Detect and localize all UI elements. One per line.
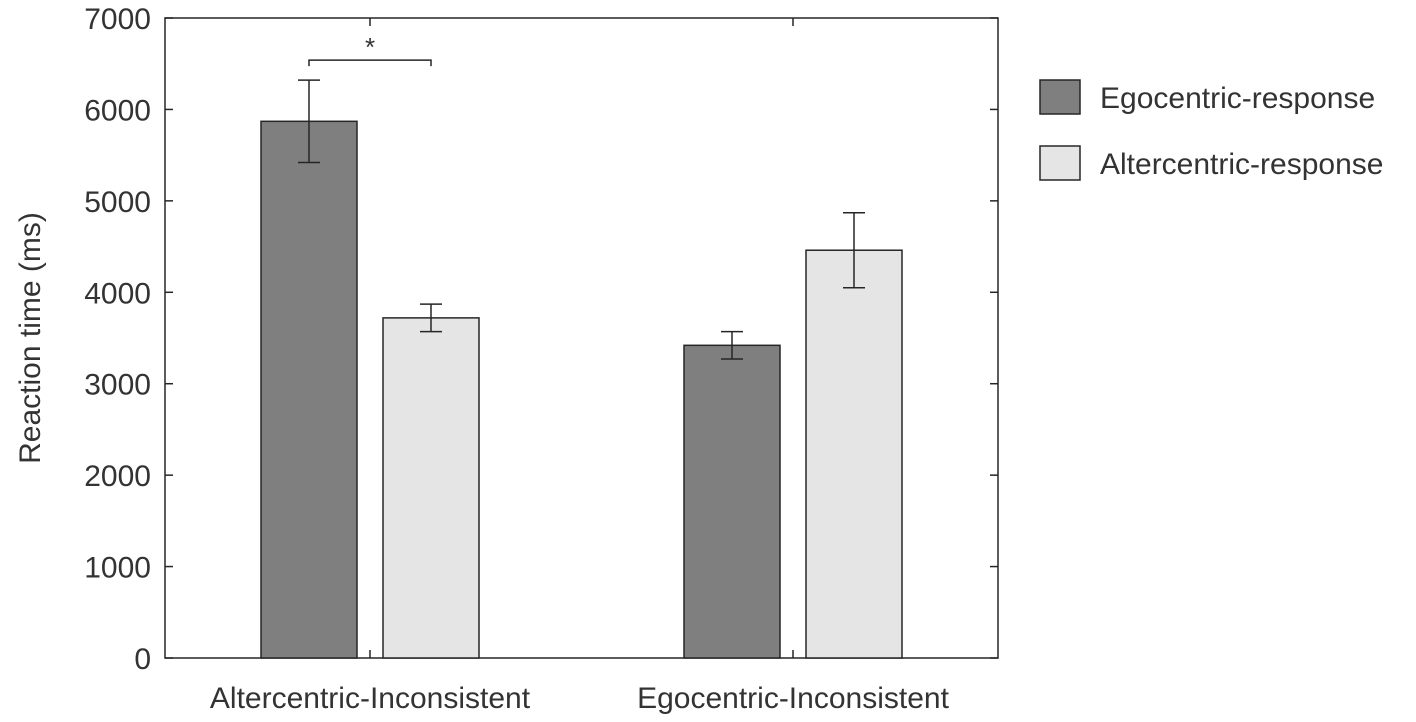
legend-swatch-altercentric <box>1039 145 1081 181</box>
plot-frame <box>164 17 999 659</box>
y-tick-label: 4000 <box>84 277 151 310</box>
y-tick-label: 3000 <box>84 369 151 402</box>
error-bar <box>298 79 320 164</box>
significance-bracket <box>308 59 432 67</box>
bars <box>260 79 903 659</box>
x-category-label: Altercentric-Inconsistent <box>210 682 531 715</box>
x-axis: Altercentric-Inconsistent Egocentric-Inco… <box>210 18 950 715</box>
error-bar <box>721 330 743 360</box>
y-axis: 0 1000 2000 3000 4000 5000 6000 7000 <box>84 3 998 676</box>
legend-label-altercentric: Altercentric-response <box>1100 148 1383 181</box>
bar-egocentric-altercentric-inconsistent <box>260 120 358 659</box>
y-tick-label: 6000 <box>84 94 151 127</box>
y-tick-label: 1000 <box>84 552 151 585</box>
legend-swatch-egocentric <box>1039 79 1081 115</box>
bar-altercentric-egocentric-inconsistent <box>805 249 903 659</box>
bar-altercentric-altercentric-inconsistent <box>382 317 480 659</box>
legend-label-egocentric: Egocentric-response <box>1100 82 1375 115</box>
significance-star: * <box>365 32 375 62</box>
y-tick-label: 2000 <box>84 460 151 493</box>
error-bar <box>843 211 865 289</box>
y-tick-label: 5000 <box>84 186 151 219</box>
significance-annotations: * <box>308 32 432 67</box>
legend: Egocentric-response Altercentric-response <box>1039 79 1383 181</box>
bar-egocentric-egocentric-inconsistent <box>683 344 781 659</box>
y-tick-label: 0 <box>134 643 151 676</box>
error-bar <box>420 303 442 333</box>
plot-area: 0 1000 2000 3000 4000 5000 6000 7000 Altercentr… <box>84 3 999 715</box>
y-axis-title: Reaction time (ms) <box>14 212 47 464</box>
y-tick-label: 7000 <box>84 3 151 36</box>
x-category-label: Egocentric-Inconsistent <box>637 682 949 715</box>
